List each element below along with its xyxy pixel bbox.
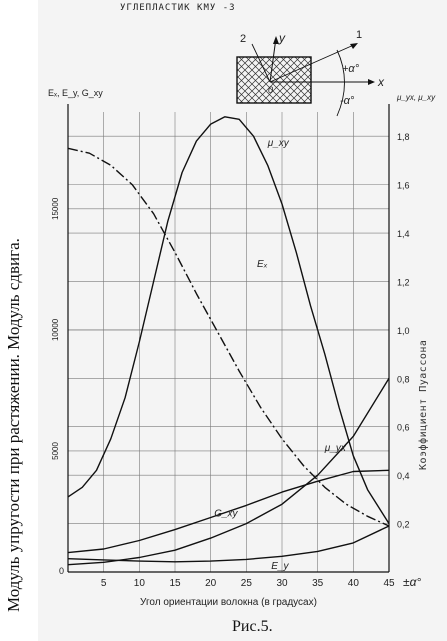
x-tick-label-2: 15 [169,578,181,589]
y2-tick-label-3: 0,8 [397,374,410,384]
inset-label-origin: 0 [268,85,273,95]
x-tick-label-5: 30 [276,578,288,589]
series-group [67,116,390,566]
series-mu-xy [67,116,390,524]
y-arrow-head [273,36,279,44]
x-axis-title: Угол ориентации волокна (в градусах) [140,597,317,608]
y2-tick-label-4: 1,0 [397,326,410,336]
y-tick-label-0: 5000 [51,441,60,459]
y2-tick-label-8: 1,8 [397,132,410,142]
series-mu-yx [67,377,390,566]
series-e-x [67,147,390,527]
inset-label-1: 1 [356,29,362,41]
y2-tick-label-6: 1,4 [397,229,410,239]
scan-background [38,0,447,641]
grid [68,112,389,572]
chart-title: УГЛЕПЛАСТИК КМУ -3 [120,3,236,13]
inset-label-y: y [278,31,286,45]
angle-arc [336,49,345,117]
axis-2-line [251,43,271,83]
axis-1-arrow-head [350,43,358,49]
x-tick-label-4: 25 [241,578,253,589]
figure-caption: Рис.5. [232,618,273,635]
inset-label-plus-alpha: +α° [342,63,360,75]
x-arrow-head [368,79,375,85]
label-series-g-xy: G_xy [214,508,238,519]
label-series-e-y: E_y [271,561,289,572]
series-labels: Eₓ E_y G_xy μ_yx μ_xy [214,138,347,572]
series-g-xy [67,469,390,554]
y2-tick-label-7: 1,6 [397,181,410,191]
x-tick-label-3: 20 [205,578,217,589]
x-origin-label: 0 [59,566,64,576]
inset-diagram: y 2 1 x 0 +α° -α° [236,29,385,117]
y-tick-label-1: 10000 [51,318,60,341]
x-tick-label-6: 35 [312,578,324,589]
y-tick-label-2: 15000 [51,197,60,220]
y2-axis-top-label: μ_yx, μ_xy [396,93,436,102]
inset-label-minus-alpha: -α° [340,95,355,107]
axes [67,104,390,573]
y2-tick-label-5: 1,2 [397,277,410,287]
axis-1-line [269,43,357,83]
x-axis-right-label: ±α° [403,575,421,589]
inset-label-x: x [377,75,385,89]
x-tick-label-1: 10 [134,578,146,589]
x-tick-label-8: 45 [383,578,395,589]
y-axis-arrow [269,37,277,83]
y2-tick-label-1: 0,4 [397,471,410,481]
ticks: 5 10 15 20 25 30 35 40 45 0 ±α° Угол ориентации вол… [48,88,436,608]
y-axis-title: Eₓ, E_y, G_xy [48,88,103,98]
inset-label-2: 2 [240,33,246,45]
y2-tick-label-0: 0,2 [397,520,410,530]
label-series-e-x: Eₓ [257,259,268,270]
y2-tick-label-2: 0,6 [397,423,410,433]
x-tick-label-7: 40 [348,578,360,589]
label-series-mu-xy: μ_xy [267,138,290,149]
x-tick-label-0: 5 [101,578,107,589]
label-series-mu-yx: μ_yx [324,443,347,454]
